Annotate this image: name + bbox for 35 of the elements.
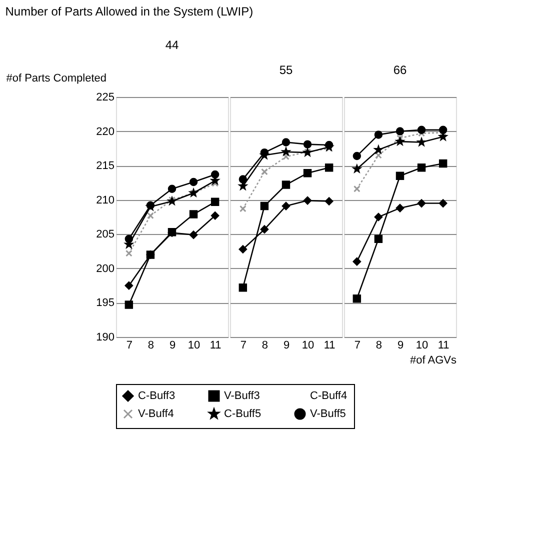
- x-tick-label: 8: [148, 340, 154, 352]
- y-tick-label: 215: [96, 160, 114, 172]
- legend-label: V-Buff3: [224, 390, 260, 402]
- chart-subtitle: 44: [165, 38, 179, 52]
- x-tick-label: 7: [240, 340, 246, 352]
- x-tick-label: 11: [438, 340, 450, 352]
- x-tick-label: 7: [126, 340, 132, 352]
- x-tick-label: 11: [210, 340, 222, 352]
- y-tick-label: 225: [96, 92, 114, 104]
- chart-subtitle: 66: [393, 63, 407, 77]
- y-tick-label: 195: [96, 297, 114, 310]
- y-axis-title: #of Parts Completed: [6, 72, 106, 84]
- y-tick-label: 200: [96, 262, 114, 275]
- x-tick-label: 10: [188, 340, 200, 352]
- x-tick-label: 10: [416, 340, 428, 352]
- x-tick-label: 8: [262, 340, 268, 352]
- x-tick-label: 11: [324, 340, 336, 352]
- x-tick-label: 9: [283, 340, 290, 352]
- y-tick-label: 205: [96, 228, 114, 241]
- chart-subtitle: 55: [279, 63, 293, 77]
- x-axis-title: #of AGVs: [410, 354, 457, 366]
- y-tick-label: 210: [96, 194, 114, 206]
- legend-label: V-Buff4: [138, 408, 174, 420]
- x-tick-label: 9: [397, 340, 404, 352]
- text: C-Buff4: [310, 390, 348, 402]
- x-tick-label: 10: [302, 340, 314, 352]
- y-tick-label: 190: [96, 332, 114, 344]
- legend-label: C-Buff3: [138, 390, 176, 402]
- x-tick-label: 8: [376, 340, 382, 352]
- legend-label: C-Buff5: [224, 408, 262, 420]
- chart-title: Number of Parts Allowed in the System (LWIP): [5, 4, 254, 18]
- x-tick-label: 9: [169, 340, 176, 352]
- legend-label: V-Buff5: [310, 408, 346, 420]
- x-tick-label: 7: [354, 340, 360, 352]
- y-tick-label: 220: [96, 126, 114, 138]
